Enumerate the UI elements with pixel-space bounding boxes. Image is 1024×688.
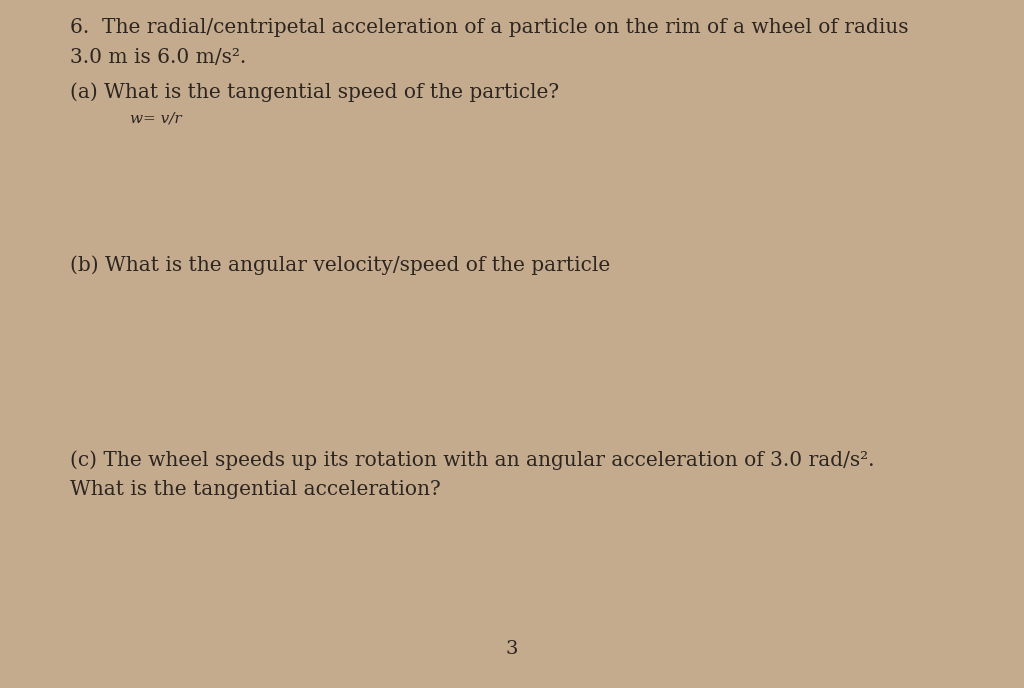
Text: 3: 3 <box>506 640 518 658</box>
Text: 6.  The radial/centripetal acceleration of a particle on the rim of a wheel of r: 6. The radial/centripetal acceleration o… <box>70 18 908 37</box>
Text: (b) What is the angular velocity/speed of the particle: (b) What is the angular velocity/speed o… <box>70 255 610 275</box>
Text: w= v/r: w= v/r <box>130 112 181 126</box>
Text: What is the tangential acceleration?: What is the tangential acceleration? <box>70 480 440 499</box>
Text: (c) The wheel speeds up its rotation with an angular acceleration of 3.0 rad/s².: (c) The wheel speeds up its rotation wit… <box>70 450 874 470</box>
Text: (a) What is the tangential speed of the particle?: (a) What is the tangential speed of the … <box>70 82 559 102</box>
Text: 3.0 m is 6.0 m/s².: 3.0 m is 6.0 m/s². <box>70 48 246 67</box>
